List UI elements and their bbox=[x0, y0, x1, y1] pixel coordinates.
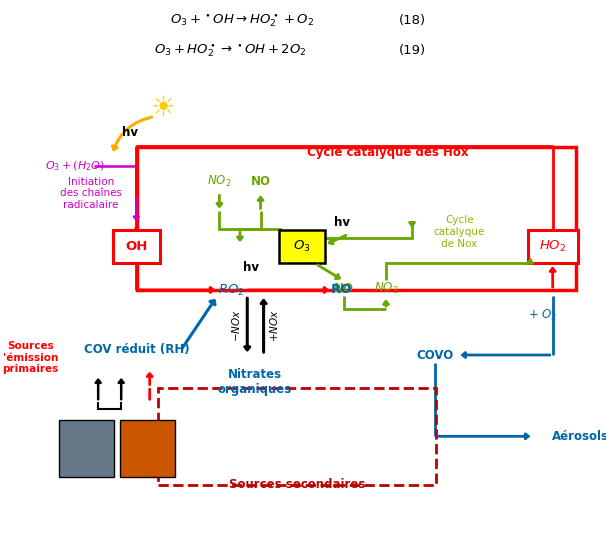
Text: NO: NO bbox=[333, 282, 354, 295]
Text: $O_3+{^\bullet}OH \rightarrow HO_2^\bullet+O_2$: $O_3+{^\bullet}OH \rightarrow HO_2^\bull… bbox=[170, 12, 315, 29]
Text: $RO_2$: $RO_2$ bbox=[218, 282, 245, 298]
Text: $+NOx$: $+NOx$ bbox=[268, 309, 280, 341]
FancyBboxPatch shape bbox=[279, 230, 325, 263]
Text: Sources
'émission
primaires: Sources 'émission primaires bbox=[2, 341, 58, 375]
FancyBboxPatch shape bbox=[528, 230, 578, 263]
FancyBboxPatch shape bbox=[120, 420, 175, 477]
Text: $NO_2$: $NO_2$ bbox=[207, 174, 231, 189]
Text: COVO: COVO bbox=[416, 349, 454, 362]
FancyBboxPatch shape bbox=[59, 420, 114, 477]
Text: NO: NO bbox=[250, 175, 271, 188]
Text: $NO_2$: $NO_2$ bbox=[374, 281, 398, 296]
Text: $O_3+HO_2^\bullet \rightarrow {^\bullet}OH+2O_2$: $O_3+HO_2^\bullet \rightarrow {^\bullet}… bbox=[154, 42, 307, 59]
Text: Cycle
catalyque
de Nox: Cycle catalyque de Nox bbox=[434, 215, 485, 249]
Text: $+\ O_2$: $+\ O_2$ bbox=[528, 308, 557, 323]
Text: hv: hv bbox=[122, 126, 138, 139]
Text: $HO_2$: $HO_2$ bbox=[539, 239, 567, 254]
Text: ☀: ☀ bbox=[151, 94, 176, 122]
Text: Nitrates
organiques: Nitrates organiques bbox=[218, 368, 291, 396]
Text: COV réduit (RH): COV réduit (RH) bbox=[84, 343, 189, 356]
FancyBboxPatch shape bbox=[113, 230, 160, 263]
Text: (19): (19) bbox=[399, 44, 425, 57]
Text: Aérosols: Aérosols bbox=[551, 430, 606, 443]
Text: RO: RO bbox=[330, 283, 352, 296]
Text: $-NOx$: $-NOx$ bbox=[230, 309, 242, 341]
Text: Initiation
des chaînes
radicalaire: Initiation des chaînes radicalaire bbox=[60, 177, 122, 210]
Text: $O_3$: $O_3$ bbox=[293, 239, 310, 254]
Text: Sources secondaires: Sources secondaires bbox=[228, 478, 365, 491]
Text: OH: OH bbox=[125, 240, 147, 253]
Text: hv: hv bbox=[335, 216, 350, 229]
Text: (18): (18) bbox=[399, 14, 425, 27]
Text: $O_3+(H_2O)$: $O_3+(H_2O)$ bbox=[45, 159, 105, 173]
Text: hv: hv bbox=[244, 261, 259, 274]
Text: Cycle catalyque des Hox: Cycle catalyque des Hox bbox=[307, 146, 468, 159]
